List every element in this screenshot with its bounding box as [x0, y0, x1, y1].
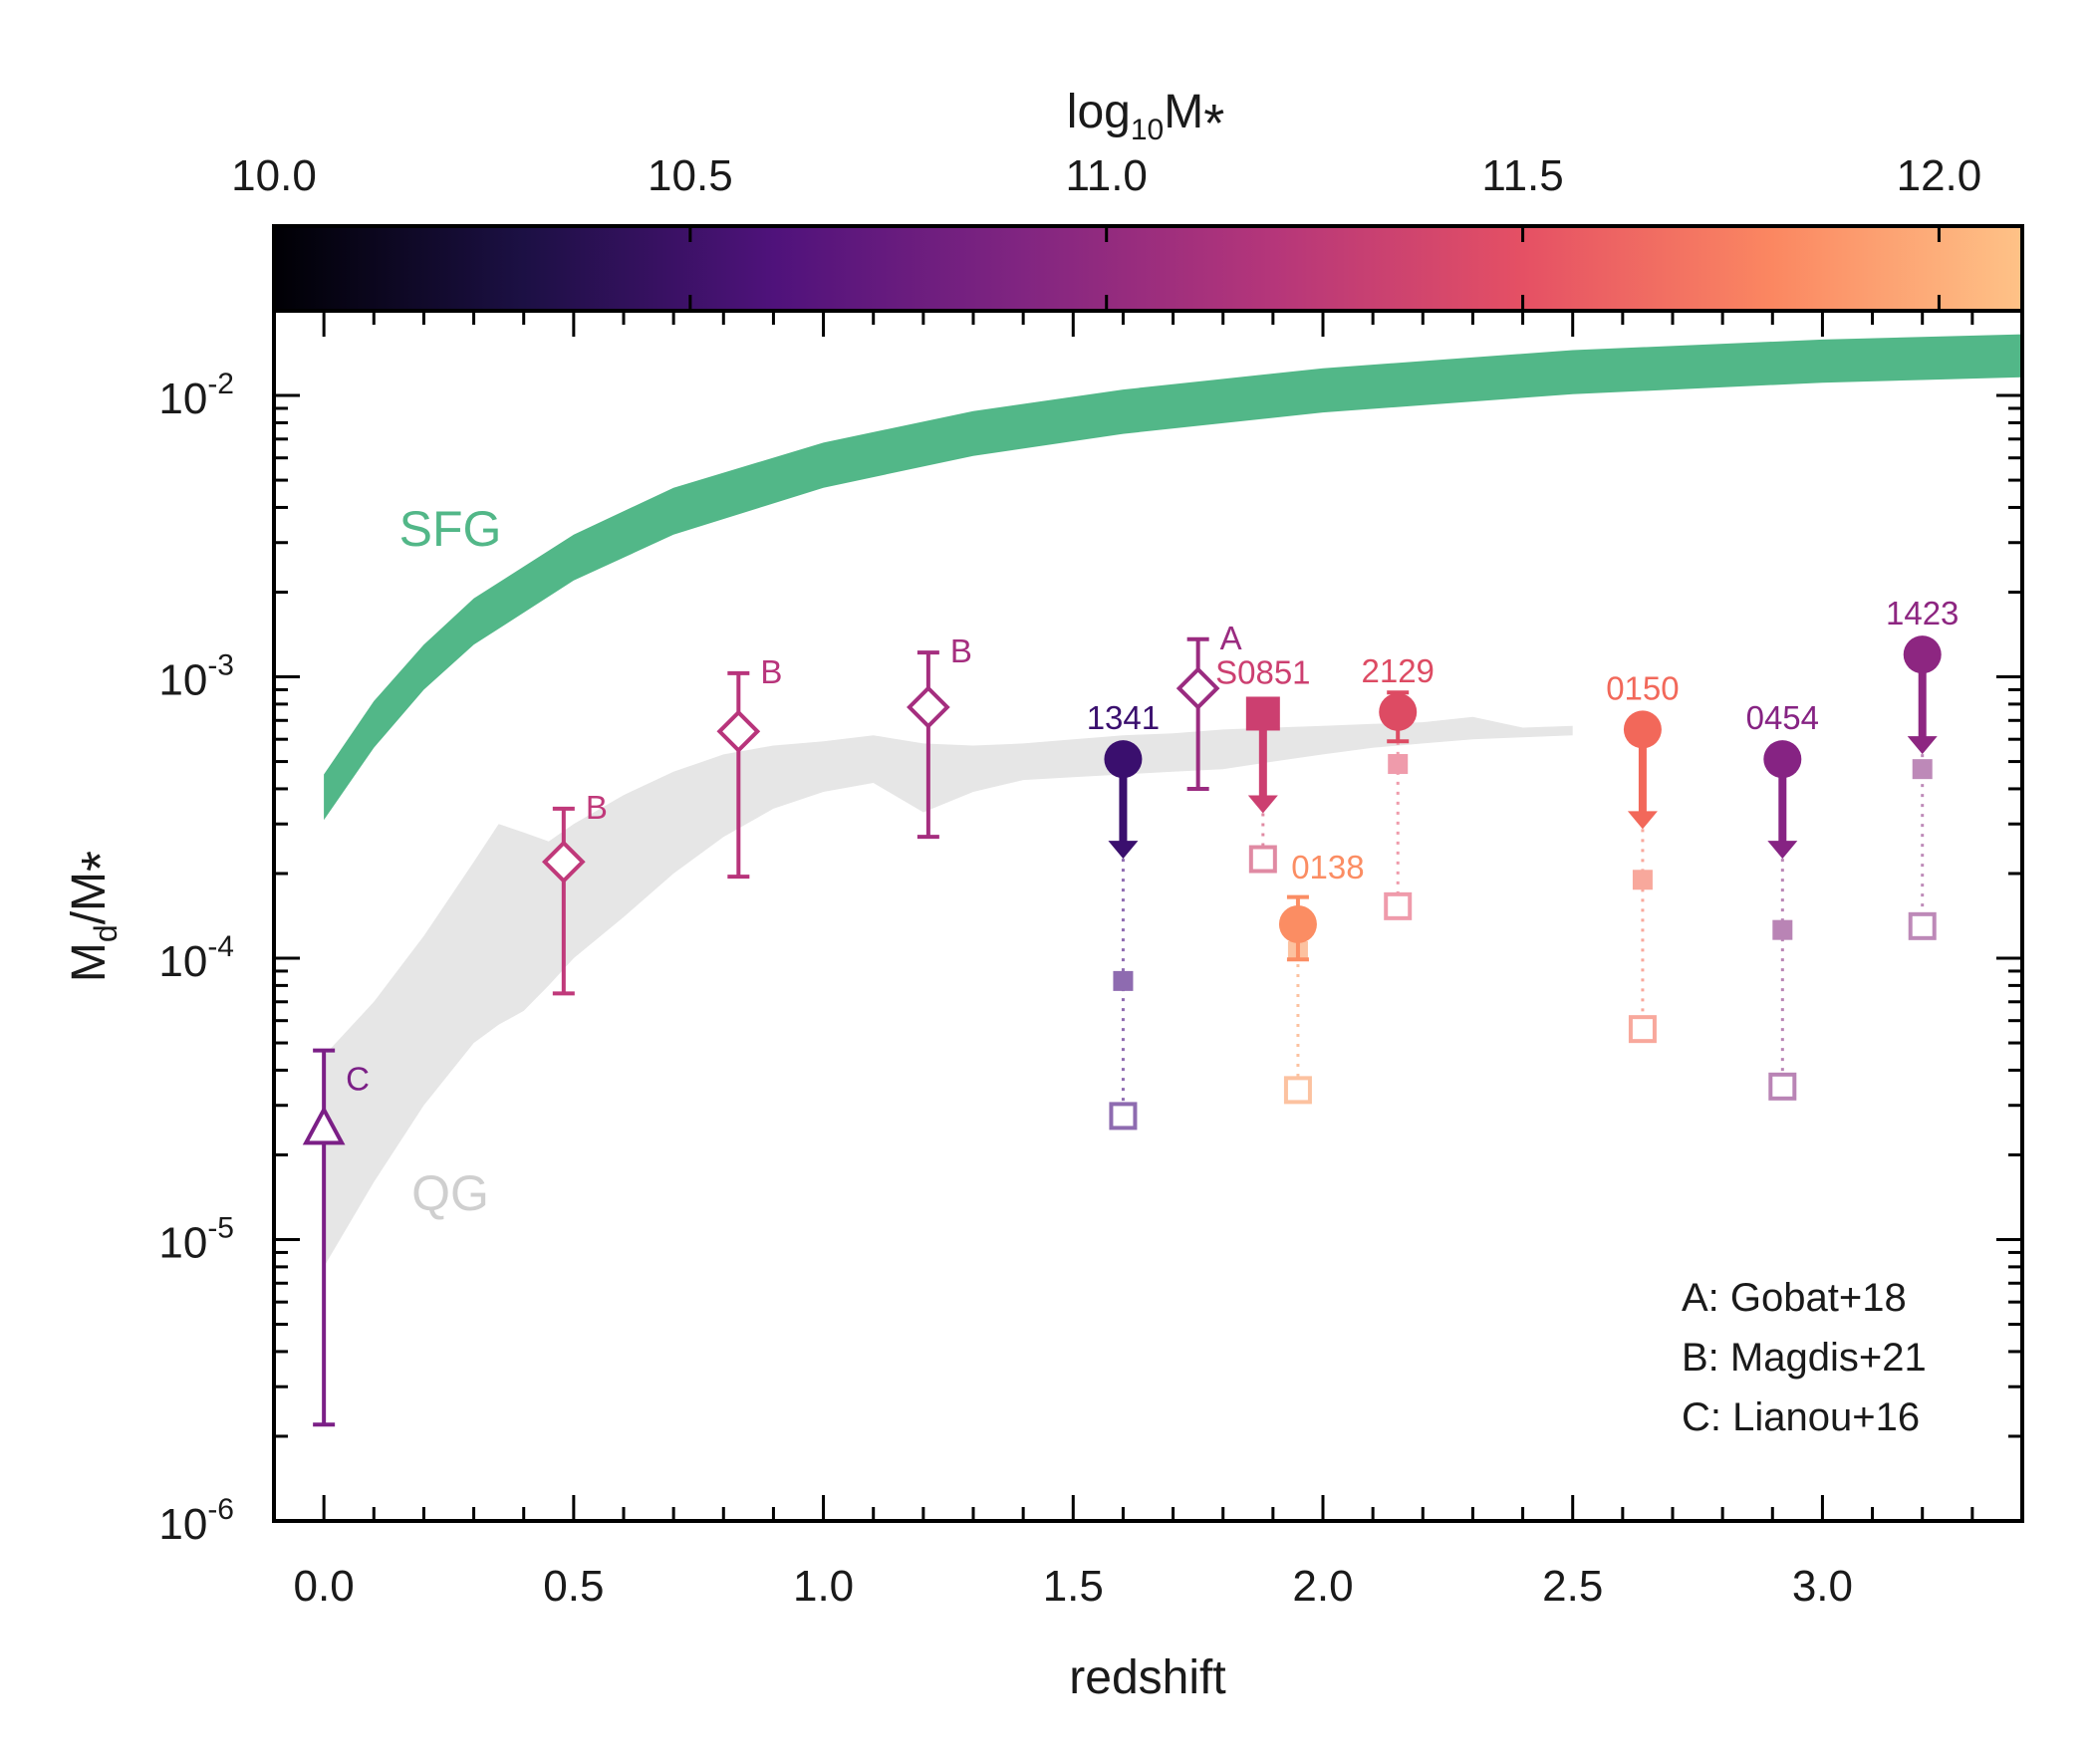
x-tick-label: 3.0 — [1792, 1562, 1853, 1611]
legend-entry: C: Lianou+16 — [1682, 1395, 1920, 1439]
diamond-marker — [1176, 666, 1220, 710]
x-tick-label: 0.0 — [294, 1562, 355, 1611]
legend: A: Gobat+18 B: Magdis+21 C: Lianou+16 — [1682, 1276, 1927, 1439]
x-tick-label: 1.0 — [793, 1562, 854, 1611]
upper-limit-arrowhead — [1108, 841, 1139, 860]
literature-label: B — [760, 653, 782, 690]
upper-limit-arrowhead — [1627, 811, 1658, 830]
y-tick-label: 10-2 — [158, 368, 234, 423]
diamond-marker — [907, 685, 950, 729]
sample-point-0150: 0150 — [1606, 669, 1680, 1044]
sample-point-0138: 0138 — [1278, 849, 1365, 1105]
sample-points: 1341 S0851 0138 2129 0150 0454 1423 — [1087, 595, 1959, 1131]
legend-entry: B: Magdis+21 — [1682, 1336, 1927, 1380]
x-tick-label: 0.5 — [543, 1562, 604, 1611]
sample-label: 1423 — [1886, 595, 1959, 631]
open-square-marker — [1248, 845, 1277, 874]
y-tick-label: 10-3 — [158, 649, 234, 705]
sample-point-s0851: S0851 — [1215, 653, 1311, 874]
open-square-marker — [1384, 891, 1413, 920]
sample-label: 2129 — [1362, 652, 1435, 689]
plot-area: SFG QG C B B B A 1341 S0851 0138 2129 0150 0454 142… — [158, 309, 2024, 1611]
circle-marker — [1623, 710, 1662, 749]
open-square-marker — [1628, 1015, 1657, 1044]
sample-point-1423: 1423 — [1886, 595, 1959, 940]
filled-square-marker — [1912, 759, 1933, 780]
bands — [324, 334, 2023, 1267]
circle-marker — [1903, 635, 1942, 674]
band-label-sfg: SFG — [399, 501, 502, 557]
diamond-marker — [542, 840, 586, 884]
x-tick-label: 2.5 — [1542, 1562, 1603, 1611]
colorbar-tick-label: 10.5 — [648, 151, 733, 200]
sample-point-1341: 1341 — [1087, 699, 1160, 1131]
sample-label: 1341 — [1087, 699, 1160, 736]
y-tick-label: 10-4 — [158, 930, 234, 986]
filled-square-marker — [1772, 919, 1793, 940]
sample-label: 0138 — [1291, 849, 1364, 885]
sample-label: S0851 — [1215, 653, 1310, 690]
x-tick-label: 2.0 — [1292, 1562, 1353, 1611]
literature-point-b: B — [907, 632, 972, 840]
colorbar-ticks: 10.0 10.5 11.0 11.5 12.0 — [231, 151, 1981, 311]
literature-point-b: B — [716, 653, 782, 880]
literature-point-c: C — [302, 1048, 370, 1427]
axis-ticks: 0.0 0.5 1.0 1.5 2.0 2.5 3.0 10-6 10-5 10-4 10-3 10-… — [158, 309, 2022, 1611]
colorbar: 10.0 10.5 11.0 11.5 12.0 log10M* — [231, 86, 2024, 313]
plot-frame — [272, 309, 2024, 1523]
sample-point-2129: 2129 — [1362, 652, 1435, 920]
circle-marker — [1104, 740, 1143, 779]
y-tick-label: 10-5 — [158, 1212, 234, 1268]
colorbar-tick-label: 11.5 — [1481, 151, 1563, 200]
open-square-marker — [1109, 1102, 1138, 1131]
literature-label: B — [950, 632, 972, 669]
sample-label: 0150 — [1606, 669, 1679, 706]
upper-limit-arrowhead — [1767, 841, 1798, 860]
colorbar-strip — [272, 224, 2024, 313]
circle-marker — [1278, 904, 1317, 943]
upper-limit-arrowhead — [1247, 795, 1278, 814]
y-axis-title: Md/M* — [63, 851, 131, 982]
band-labels: SFG QG — [399, 501, 502, 1221]
literature-points: C B B B A — [302, 620, 1242, 1427]
literature-label: C — [346, 1061, 370, 1098]
legend-entry: A: Gobat+18 — [1682, 1276, 1907, 1320]
circle-marker — [1379, 692, 1418, 731]
colorbar-tick-label: 11.0 — [1066, 151, 1148, 200]
colorbar-tick-label: 10.0 — [231, 151, 317, 200]
literature-point-a: A — [1176, 620, 1242, 791]
literature-label: B — [586, 789, 608, 826]
y-tick-label: 10-6 — [158, 1493, 234, 1549]
sample-point-0454: 0454 — [1746, 699, 1819, 1101]
sample-label: 0454 — [1746, 699, 1819, 736]
upper-limit-arrowhead — [1907, 736, 1938, 755]
x-tick-label: 1.5 — [1043, 1562, 1104, 1611]
triangle-marker — [302, 1105, 346, 1145]
colorbar-tick-label: 12.0 — [1897, 151, 1982, 200]
colorbar-title: log10M* — [1067, 86, 1224, 153]
diamond-marker — [716, 709, 761, 754]
band-qg — [324, 716, 1573, 1267]
open-square-marker — [1283, 1076, 1312, 1105]
filled-square-marker — [1632, 870, 1653, 890]
band-label-qg: QG — [411, 1165, 489, 1221]
open-square-marker — [1908, 911, 1937, 940]
literature-point-b: B — [542, 789, 608, 996]
filled-square-marker — [1388, 754, 1409, 775]
square-marker — [1245, 696, 1280, 731]
open-square-marker — [1768, 1072, 1797, 1101]
literature-label: A — [1220, 620, 1242, 656]
x-axis-title: redshift — [1069, 1651, 1225, 1704]
filled-square-marker — [1113, 970, 1134, 991]
circle-marker — [1763, 740, 1802, 779]
